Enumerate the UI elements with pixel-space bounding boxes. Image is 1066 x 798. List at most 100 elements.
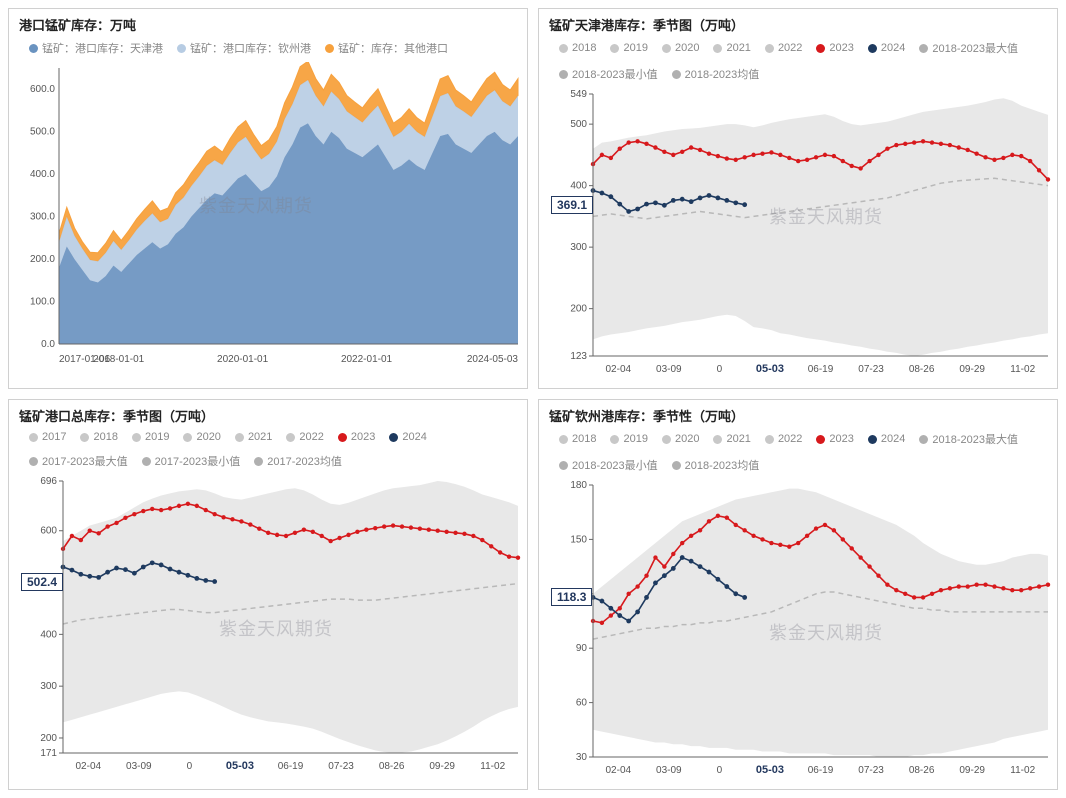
legend-swatch (765, 435, 774, 444)
legend-label: 2020 (196, 431, 220, 443)
legend-label: 2017-2023最小值 (155, 453, 241, 469)
svg-text:549: 549 (570, 89, 587, 100)
legend-swatch (559, 70, 568, 79)
svg-text:200.0: 200.0 (30, 254, 55, 265)
legend-label: 2018-2023最小值 (572, 457, 658, 473)
svg-text:03-09: 03-09 (656, 364, 682, 375)
legend-label: 2023 (351, 431, 375, 443)
legend-label: 2022 (778, 433, 802, 445)
legend: 20182019202020212022202320242018-2023最大值… (549, 38, 1047, 88)
chart-grid: 港口锰矿库存：万吨 锰矿：港口库存：天津港锰矿：港口库存：钦州港锰矿：库存：其他… (8, 8, 1058, 790)
legend-item: 锰矿：港口库存：钦州港 (177, 40, 311, 56)
legend-swatch (765, 44, 774, 53)
svg-text:180: 180 (570, 480, 587, 491)
legend-label: 2018 (93, 431, 117, 443)
legend-label: 锰矿：库存：其他港口 (338, 40, 448, 56)
legend-item: 2021 (713, 431, 750, 447)
legend-item: 2020 (662, 431, 699, 447)
svg-text:09-29: 09-29 (429, 761, 455, 772)
svg-text:08-26: 08-26 (379, 761, 405, 772)
legend-label: 2017-2023均值 (267, 453, 342, 469)
legend-swatch (713, 44, 722, 53)
legend-item: 2019 (132, 431, 169, 443)
svg-text:171: 171 (40, 748, 57, 759)
legend-item: 2018-2023最大值 (919, 40, 1018, 56)
legend-swatch (254, 457, 263, 466)
legend-item: 2019 (610, 40, 647, 56)
legend-item: 2022 (286, 431, 323, 443)
chart-area: 0.0100.0200.0300.0400.0500.0600.02017-01… (19, 62, 517, 372)
legend-item: 2024 (868, 40, 905, 56)
svg-text:60: 60 (576, 698, 588, 709)
svg-text:02-04: 02-04 (605, 765, 631, 776)
svg-text:0: 0 (717, 765, 723, 776)
legend-label: 2024 (881, 433, 905, 445)
legend-swatch (662, 44, 671, 53)
legend-swatch (29, 433, 38, 442)
legend-label: 2024 (881, 42, 905, 54)
legend-swatch (868, 44, 877, 53)
svg-text:200: 200 (40, 733, 57, 744)
svg-text:0: 0 (717, 364, 723, 375)
legend-item: 2021 (235, 431, 272, 443)
legend-swatch (610, 44, 619, 53)
svg-text:0: 0 (187, 761, 193, 772)
legend-item: 2019 (610, 431, 647, 447)
legend-item: 2022 (765, 40, 802, 56)
panel-title: 锰矿港口总库存：季节图（万吨） (19, 406, 517, 425)
panel-port-inventory: 港口锰矿库存：万吨 锰矿：港口库存：天津港锰矿：港口库存：钦州港锰矿：库存：其他… (8, 8, 528, 389)
legend-swatch (868, 435, 877, 444)
legend-label: 2018-2023最大值 (932, 40, 1018, 56)
svg-text:2022-01-01: 2022-01-01 (341, 354, 393, 365)
legend-label: 2018-2023均值 (685, 457, 760, 473)
svg-text:400: 400 (40, 629, 57, 640)
legend-item: 2023 (338, 431, 375, 443)
svg-text:08-26: 08-26 (909, 364, 935, 375)
legend: 2018 2019 2020 2021 2022 2023 2024 2018-2023最大值… (549, 429, 1047, 479)
seasonal-chart: 17120030040050060069602-0403-09005-0306-… (19, 475, 524, 775)
svg-text:05-03: 05-03 (756, 764, 784, 776)
legend-item: 2024 (389, 431, 426, 443)
legend-swatch (559, 461, 568, 470)
svg-text:123: 123 (570, 351, 587, 362)
legend-item: 2023 (816, 40, 853, 56)
legend-item: 锰矿：库存：其他港口 (325, 40, 448, 56)
value-callout: 502.4 (21, 573, 63, 591)
svg-text:500.0: 500.0 (30, 127, 55, 138)
svg-text:08-26: 08-26 (909, 765, 935, 776)
legend-swatch (919, 44, 928, 53)
legend-item: 2018 (80, 431, 117, 443)
legend-label: 2023 (829, 42, 853, 54)
svg-text:300: 300 (570, 242, 587, 253)
panel-title: 锰矿钦州港库存：季节性（万吨） (549, 406, 1047, 425)
svg-text:11-02: 11-02 (480, 761, 505, 772)
legend-label: 2020 (675, 433, 699, 445)
svg-text:07-23: 07-23 (858, 765, 884, 776)
legend-item: 2017-2023最大值 (29, 453, 128, 469)
legend-swatch (662, 435, 671, 444)
legend-label: 2018-2023均值 (685, 66, 760, 82)
legend-swatch (816, 435, 825, 444)
svg-text:150: 150 (570, 534, 587, 545)
panel-title: 港口锰矿库存：万吨 (19, 15, 517, 34)
legend-label: 2023 (829, 433, 853, 445)
legend-label: 锰矿：港口库存：钦州港 (190, 40, 311, 56)
legend-item: 2018-2023均值 (672, 66, 760, 82)
legend-swatch (286, 433, 295, 442)
svg-text:07-23: 07-23 (858, 364, 884, 375)
legend-swatch (672, 461, 681, 470)
svg-text:05-03: 05-03 (226, 760, 254, 772)
svg-text:90: 90 (576, 643, 588, 654)
svg-text:02-04: 02-04 (75, 761, 101, 772)
stacked-area-chart: 0.0100.0200.0300.0400.0500.0600.02017-01… (19, 62, 524, 372)
legend-swatch (816, 44, 825, 53)
legend-item: 2023 (816, 431, 853, 447)
svg-text:300.0: 300.0 (30, 212, 55, 223)
legend-label: 2018 (572, 433, 596, 445)
legend-swatch (142, 457, 151, 466)
legend-label: 2021 (248, 431, 272, 443)
panel-tianjin-seasonal: 锰矿天津港库存：季节图（万吨） 201820192020202120222023… (538, 8, 1058, 389)
legend-swatch (389, 433, 398, 442)
legend-label: 2018-2023最大值 (932, 431, 1018, 447)
legend-swatch (919, 435, 928, 444)
